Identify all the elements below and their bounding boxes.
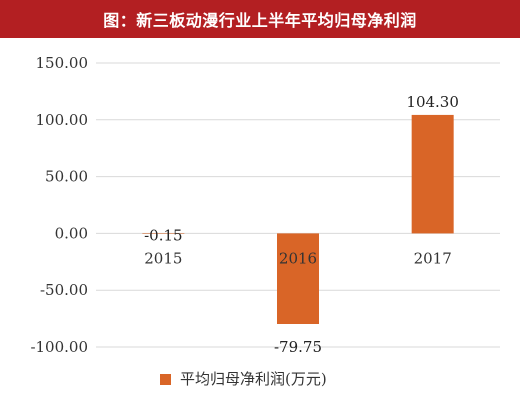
y-tick-label: 150.00 <box>36 54 89 72</box>
bar-chart: 150.00 100.00 50.00 0.00 -50.00 -100.00 2015 -0… <box>30 54 500 388</box>
legend-label: 平均归母净利润(万元) <box>180 370 327 388</box>
data-label: -79.75 <box>274 338 322 356</box>
x-tick-label: 2017 <box>414 249 452 267</box>
legend-swatch <box>160 374 171 385</box>
data-label: 104.30 <box>406 93 459 111</box>
y-tick-label: -100.00 <box>30 338 88 356</box>
x-tick-label: 2016 <box>279 249 317 267</box>
y-tick-label: 50.00 <box>45 168 88 186</box>
bar-2016 <box>277 233 319 324</box>
x-tick-label: 2015 <box>144 249 182 267</box>
data-label: -0.15 <box>144 226 182 244</box>
bar-2017 <box>411 114 454 234</box>
y-tick-label: 0.00 <box>55 224 88 242</box>
y-tick-label: -50.00 <box>40 281 88 299</box>
chart-title: 图：新三板动漫行业上半年平均归母净利润 <box>0 0 520 38</box>
y-tick-label: 100.00 <box>36 111 89 129</box>
bar-2015 <box>142 233 185 234</box>
